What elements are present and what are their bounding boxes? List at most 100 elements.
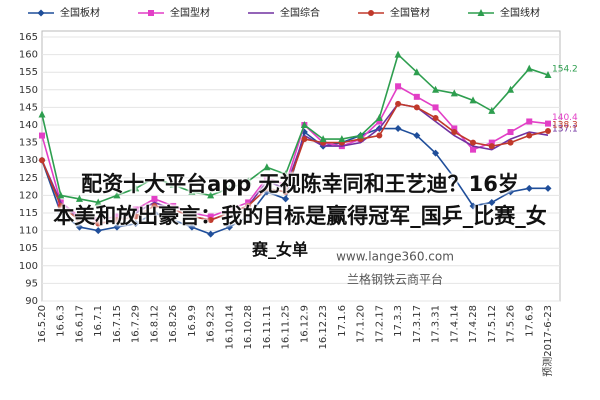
marker xyxy=(525,64,533,72)
legend-label: 全国综合 xyxy=(280,6,320,19)
marker xyxy=(507,129,514,136)
marker xyxy=(477,9,485,16)
marker xyxy=(544,71,552,79)
marker xyxy=(282,181,289,188)
marker xyxy=(300,121,308,128)
marker xyxy=(432,149,440,157)
end-label: 138.3 xyxy=(552,120,578,130)
marker xyxy=(113,223,121,231)
marker xyxy=(226,206,233,213)
x-tick-label: 17.3.3 xyxy=(393,305,404,337)
y-tick-label: 95 xyxy=(25,278,38,289)
x-tick-label: 17.2.17 xyxy=(374,305,385,343)
plot-area xyxy=(41,30,561,302)
marker xyxy=(245,202,252,209)
marker xyxy=(451,129,458,136)
overlay-text: 赛_女单 xyxy=(251,240,308,259)
marker xyxy=(357,131,365,139)
marker xyxy=(95,220,102,227)
marker xyxy=(39,132,45,139)
series-line xyxy=(41,85,549,221)
y-tick-label: 110 xyxy=(19,226,38,237)
marker xyxy=(57,191,65,199)
marker xyxy=(170,202,177,209)
marker xyxy=(395,83,402,90)
legend-label: 全国线材 xyxy=(500,6,540,19)
marker xyxy=(113,213,120,220)
marker xyxy=(225,184,233,192)
marker xyxy=(450,89,458,97)
marker xyxy=(39,157,45,164)
marker xyxy=(263,174,270,181)
marker xyxy=(282,170,290,178)
marker xyxy=(148,10,154,16)
marker xyxy=(95,217,102,224)
marker xyxy=(375,113,383,121)
y-tick-label: 130 xyxy=(19,155,38,166)
marker xyxy=(38,110,46,118)
x-tick-label: 16.9.9 xyxy=(187,305,198,337)
marker xyxy=(226,210,233,216)
y-tick-label: 150 xyxy=(19,85,38,96)
y-tick-label: 115 xyxy=(19,208,38,219)
overlay-text: 配资十大平台app 无视陈幸同和王艺迪？16岁 xyxy=(81,172,519,196)
marker xyxy=(545,127,551,134)
marker xyxy=(470,146,477,153)
marker xyxy=(507,188,515,196)
legend-label: 全国型材 xyxy=(170,6,210,19)
marker xyxy=(301,136,308,143)
marker xyxy=(169,216,177,224)
marker xyxy=(376,132,383,139)
marker xyxy=(413,68,421,76)
marker xyxy=(394,50,402,58)
y-tick-label: 120 xyxy=(19,190,38,201)
marker xyxy=(413,132,421,140)
marker xyxy=(244,177,252,185)
marker xyxy=(57,209,65,217)
marker xyxy=(282,188,289,195)
x-tick-label: 17.4.14 xyxy=(449,305,460,343)
x-tick-label: 17.5.12 xyxy=(487,305,498,343)
marker xyxy=(432,114,439,121)
x-tick-label: 16.11.11 xyxy=(262,305,273,350)
marker xyxy=(451,125,458,132)
x-tick-label: 16.6.3 xyxy=(56,305,67,337)
marker xyxy=(245,199,252,206)
marker xyxy=(413,104,420,111)
marker xyxy=(469,96,477,104)
x-tick-label: 16.8.12 xyxy=(149,305,160,343)
marker xyxy=(207,191,215,199)
end-label: 154.2 xyxy=(552,65,578,75)
overlay-text: 本美和放出豪言：我的目标是赢得冠军_国乒_比赛_女 xyxy=(53,204,547,228)
marker xyxy=(544,184,552,192)
marker xyxy=(207,213,214,220)
end-label: 137.1 xyxy=(552,125,578,135)
marker xyxy=(376,118,383,125)
watermark: 兰格钢铁云商平台 xyxy=(347,272,443,287)
marker xyxy=(151,202,158,209)
y-tick-label: 135 xyxy=(19,138,38,149)
marker xyxy=(188,210,195,216)
marker xyxy=(263,185,270,192)
marker xyxy=(94,227,102,235)
x-tick-label: 16.6.17 xyxy=(74,305,85,343)
marker xyxy=(263,163,271,171)
marker xyxy=(507,85,515,93)
marker xyxy=(57,202,64,209)
marker xyxy=(76,217,83,224)
marker xyxy=(170,206,177,213)
y-tick-label: 155 xyxy=(19,67,38,78)
x-tick-label: 17.3.17 xyxy=(412,305,423,343)
marker xyxy=(94,198,102,206)
marker xyxy=(488,106,496,114)
x-tick-label: 16.5.20 xyxy=(37,305,48,343)
y-tick-label: 90 xyxy=(25,296,38,307)
watermark: www.lange360.com xyxy=(336,250,454,264)
marker xyxy=(113,191,121,199)
marker xyxy=(113,217,120,224)
marker xyxy=(76,213,83,220)
marker xyxy=(368,10,374,16)
marker xyxy=(395,100,402,107)
